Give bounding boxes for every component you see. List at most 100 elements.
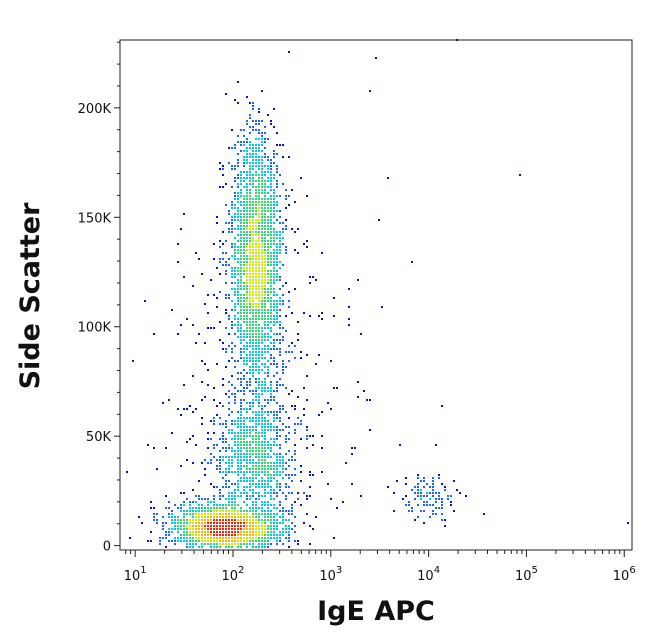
event-dot xyxy=(264,537,266,539)
event-dot xyxy=(252,198,254,200)
event-dot xyxy=(273,492,275,494)
event-dot xyxy=(276,372,278,374)
event-dot xyxy=(279,327,281,329)
event-dot xyxy=(267,114,269,116)
event-dot xyxy=(270,252,272,254)
event-dot xyxy=(261,201,263,203)
event-dot xyxy=(240,405,242,407)
event-dot xyxy=(189,543,191,545)
event-dot xyxy=(273,267,275,269)
event-dot xyxy=(231,519,233,521)
event-dot xyxy=(441,519,443,521)
event-dot xyxy=(252,501,254,503)
event-dot xyxy=(279,309,281,311)
event-dot xyxy=(261,162,263,164)
event-dot xyxy=(264,186,266,188)
event-dot xyxy=(261,303,263,305)
event-dot xyxy=(225,366,227,368)
event-dot xyxy=(270,273,272,275)
event-dot xyxy=(258,180,260,182)
event-dot xyxy=(213,456,215,458)
event-dot xyxy=(180,519,182,521)
event-dot xyxy=(258,324,260,326)
event-dot xyxy=(204,537,206,539)
event-dot xyxy=(237,531,239,533)
event-dot xyxy=(219,471,221,473)
event-dot xyxy=(282,534,284,536)
event-dot xyxy=(165,507,167,509)
event-dot xyxy=(249,345,251,347)
event-dot xyxy=(270,393,272,395)
event-dot xyxy=(249,540,251,542)
event-dot xyxy=(228,522,230,524)
event-dot xyxy=(375,57,377,59)
event-dot xyxy=(243,201,245,203)
event-dot xyxy=(267,390,269,392)
event-dot xyxy=(243,474,245,476)
event-dot xyxy=(264,309,266,311)
event-dot xyxy=(261,525,263,527)
event-dot xyxy=(234,432,236,434)
event-dot xyxy=(255,324,257,326)
event-dot xyxy=(237,225,239,227)
event-dot xyxy=(258,471,260,473)
event-dot xyxy=(246,264,248,266)
event-dot xyxy=(213,423,215,425)
event-dot xyxy=(186,528,188,530)
event-dot xyxy=(270,219,272,221)
event-dot xyxy=(246,381,248,383)
event-dot xyxy=(258,288,260,290)
event-dot xyxy=(231,540,233,542)
event-dot xyxy=(243,489,245,491)
event-dot xyxy=(243,459,245,461)
event-dot xyxy=(435,507,437,509)
event-dot xyxy=(231,459,233,461)
event-dot xyxy=(255,276,257,278)
event-dot xyxy=(240,306,242,308)
event-dot xyxy=(270,450,272,452)
event-dot xyxy=(252,357,254,359)
event-dot xyxy=(273,522,275,524)
event-dot xyxy=(264,390,266,392)
event-dot xyxy=(288,351,290,353)
event-dot xyxy=(255,498,257,500)
event-dot xyxy=(252,147,254,149)
event-dot xyxy=(255,438,257,440)
event-dot xyxy=(240,372,242,374)
event-dot xyxy=(255,429,257,431)
event-dot xyxy=(249,450,251,452)
event-dot xyxy=(255,414,257,416)
event-dot xyxy=(249,525,251,527)
event-dot xyxy=(273,516,275,518)
event-dot xyxy=(234,402,236,404)
event-dot xyxy=(243,438,245,440)
event-dot xyxy=(234,489,236,491)
event-dot xyxy=(237,534,239,536)
event-dot xyxy=(249,402,251,404)
event-dot xyxy=(276,231,278,233)
event-dot xyxy=(264,294,266,296)
event-dot xyxy=(261,513,263,515)
event-dot xyxy=(288,540,290,542)
event-dot xyxy=(201,516,203,518)
event-dot xyxy=(258,222,260,224)
event-dot xyxy=(273,204,275,206)
event-dot xyxy=(258,420,260,422)
event-dot xyxy=(276,249,278,251)
event-dot xyxy=(183,534,185,536)
event-dot xyxy=(321,411,323,413)
event-dot xyxy=(258,225,260,227)
event-dot xyxy=(228,390,230,392)
event-dot xyxy=(300,465,302,467)
event-dot xyxy=(279,483,281,485)
event-dot xyxy=(276,537,278,539)
event-dot xyxy=(204,396,206,398)
event-dot xyxy=(252,321,254,323)
event-dot xyxy=(234,516,236,518)
event-dot xyxy=(168,534,170,536)
event-dot xyxy=(273,264,275,266)
event-dot xyxy=(258,348,260,350)
event-dot xyxy=(189,501,191,503)
event-dot xyxy=(177,507,179,509)
event-dot xyxy=(255,447,257,449)
